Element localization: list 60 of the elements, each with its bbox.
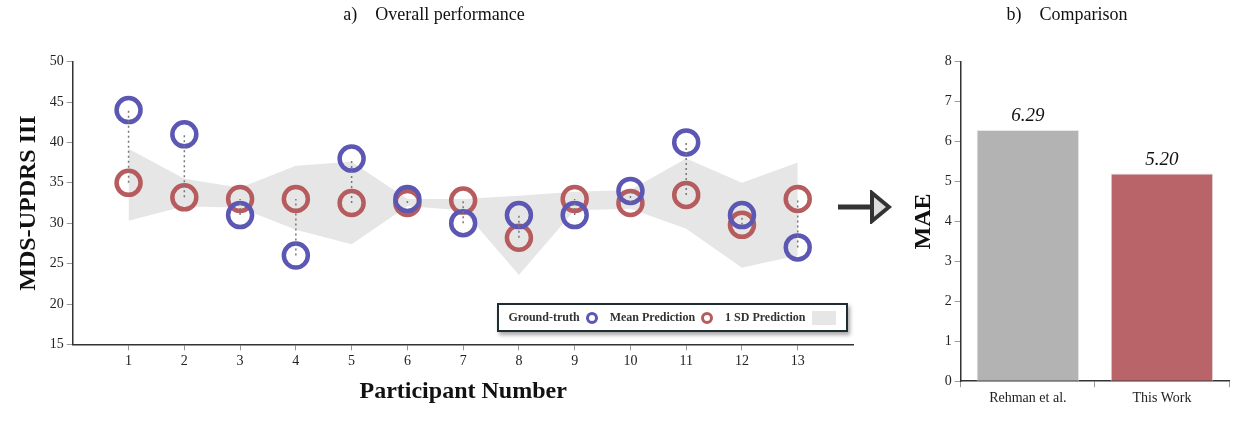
- y-tick-label: 50: [49, 53, 64, 69]
- chart-title: b) Comparison: [1006, 3, 1128, 25]
- y-tick-label: 45: [49, 93, 64, 109]
- x-tick-label: 11: [679, 353, 693, 369]
- x-tick-label: 9: [571, 353, 579, 369]
- x-tick-label: 8: [515, 353, 523, 369]
- y-tick-label: 8: [944, 53, 952, 69]
- point: [783, 184, 812, 214]
- x-tick-label: 4: [292, 353, 300, 369]
- point: [504, 200, 534, 230]
- legend-label: Ground-truth: [508, 310, 580, 326]
- point: [114, 168, 143, 198]
- y-tick-label: 6: [944, 133, 952, 149]
- y-tick-label: 20: [49, 295, 64, 311]
- y-tick-label: 3: [944, 253, 952, 269]
- point: [783, 233, 812, 262]
- y-axis-title: MAE: [908, 193, 935, 250]
- x-tick-label: 6: [403, 353, 411, 369]
- point: [671, 128, 701, 157]
- y-tick-label: 30: [49, 214, 64, 230]
- x-tick-label: 3: [236, 353, 244, 369]
- x-tick-label: 12: [734, 353, 749, 369]
- x-tick-label: This Work: [1132, 390, 1192, 406]
- x-tick-label: Rehman et al.: [989, 390, 1067, 406]
- point: [671, 180, 701, 210]
- point: [170, 183, 199, 212]
- point: [281, 241, 311, 270]
- point: [114, 95, 143, 125]
- y-tick-label: 5: [944, 173, 952, 189]
- point: [337, 144, 366, 173]
- y-tick-label: 15: [49, 336, 64, 352]
- x-axis-title: Participant Number: [359, 376, 568, 403]
- y-tick-label: 2: [944, 292, 952, 308]
- annotation: 1 SD Prediction: [725, 310, 806, 326]
- y-tick-label: 4: [944, 213, 952, 229]
- y-tick-label: 7: [944, 93, 952, 109]
- y-tick-label: 35: [49, 174, 64, 190]
- data-label: 5.20: [1145, 147, 1180, 169]
- point: [448, 208, 478, 238]
- y-tick-label: 1: [944, 332, 952, 348]
- x-tick-label: 5: [348, 353, 356, 369]
- x-tick-label: 1: [125, 353, 133, 369]
- x-tick-label: 2: [180, 353, 188, 369]
- point: [616, 176, 645, 206]
- legend-label: Mean Prediction: [609, 310, 696, 326]
- x-tick-label: 7: [459, 353, 467, 369]
- y-tick-label: 0: [944, 372, 952, 388]
- point: [560, 200, 589, 230]
- x-tick-label: 13: [790, 353, 805, 369]
- y-tick-label: 40: [49, 134, 64, 150]
- x-tick-label: 10: [623, 353, 638, 369]
- y-axis-title: MDS-UPDRS III: [13, 115, 40, 291]
- point: [170, 120, 199, 149]
- point: [281, 184, 311, 214]
- data-label: 6.29: [1011, 104, 1045, 126]
- point: [225, 200, 255, 230]
- y-tick-label: 25: [49, 255, 64, 271]
- point: [727, 200, 757, 230]
- chart-title: a) Overall performance: [343, 3, 525, 25]
- point: [337, 188, 366, 218]
